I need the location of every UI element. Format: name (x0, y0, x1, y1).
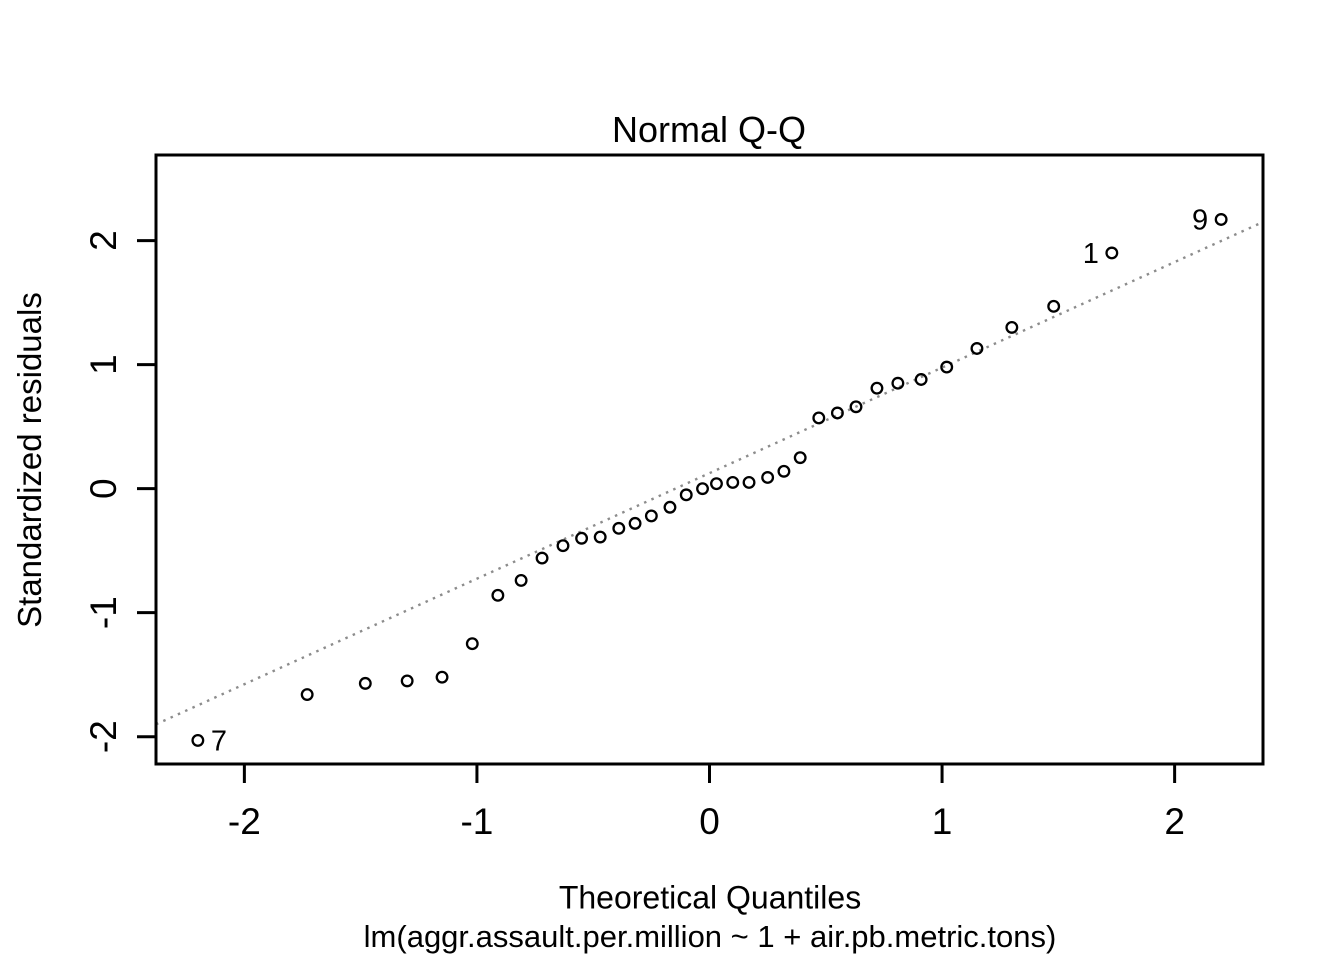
data-point (761, 471, 775, 484)
data-point (300, 688, 314, 701)
x-axis-label: Theoretical Quantiles (558, 879, 862, 916)
y-tick-label: 1 (83, 354, 124, 375)
y-tick-label: -1 (83, 596, 124, 629)
data-point (870, 381, 884, 395)
data-point (849, 400, 863, 414)
data-point (514, 573, 528, 587)
data-point (1105, 246, 1119, 260)
data-point (777, 464, 791, 478)
reference-line (155, 220, 1264, 726)
data-point (1005, 320, 1019, 334)
x-tick-label: 1 (932, 801, 953, 842)
data-point (644, 509, 658, 523)
chart-title: Normal Q-Q (611, 109, 807, 150)
data-point (679, 488, 693, 502)
data-point (891, 376, 905, 390)
point-label: 9 (1192, 204, 1208, 236)
data-point (612, 521, 626, 535)
data-point (593, 530, 607, 544)
data-point (358, 676, 372, 690)
data-point (663, 500, 677, 514)
data-point (914, 373, 928, 386)
y-tick-label: 2 (83, 230, 124, 251)
y-tick-label: 0 (83, 478, 124, 499)
data-point (696, 482, 709, 496)
model-formula-label: lm(aggr.assault.per.million ~ 1 + air.pb… (363, 919, 1057, 954)
data-point (491, 588, 505, 602)
y-axis-label: Standardized residuals (11, 292, 48, 628)
data-point (940, 360, 954, 374)
data-point (535, 551, 549, 565)
data-point (742, 475, 756, 489)
data-point (710, 477, 723, 491)
y-tick-label: -2 (83, 720, 124, 753)
point-label: 1 (1083, 238, 1099, 270)
data-point (1047, 299, 1061, 313)
data-point (465, 637, 479, 651)
data-point (1214, 213, 1228, 226)
data-point (628, 516, 642, 530)
x-tick-label: 2 (1164, 801, 1185, 842)
data-point (812, 411, 826, 425)
point-label: 7 (211, 725, 227, 757)
data-point (970, 342, 984, 355)
x-tick-label: -2 (228, 801, 261, 842)
data-point (793, 451, 807, 465)
data-point (435, 670, 449, 684)
data-point (726, 475, 740, 489)
data-point (575, 531, 589, 545)
x-tick-label: 0 (699, 801, 720, 842)
x-tick-label: -1 (460, 801, 493, 842)
data-point (830, 406, 844, 420)
data-point (556, 539, 570, 553)
data-point (400, 674, 414, 688)
data-point (191, 733, 205, 747)
